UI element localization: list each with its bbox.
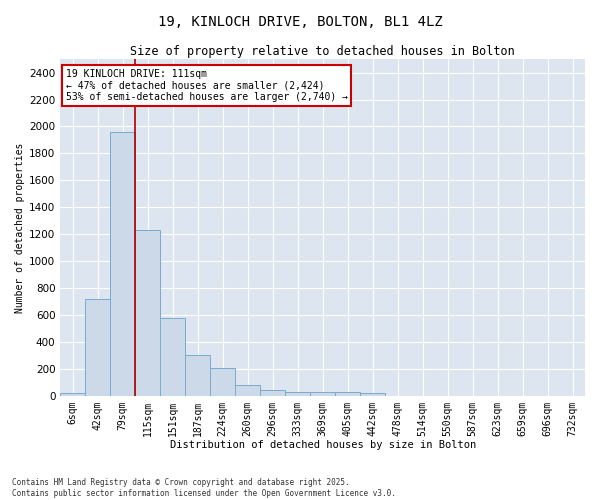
- Bar: [135, 230, 160, 396]
- Text: 19, KINLOCH DRIVE, BOLTON, BL1 4LZ: 19, KINLOCH DRIVE, BOLTON, BL1 4LZ: [158, 15, 442, 29]
- Bar: [335, 392, 360, 396]
- Text: 19 KINLOCH DRIVE: 111sqm
← 47% of detached houses are smaller (2,424)
53% of sem: 19 KINLOCH DRIVE: 111sqm ← 47% of detach…: [65, 70, 347, 102]
- Bar: [235, 385, 260, 396]
- Bar: [85, 299, 110, 396]
- Bar: [310, 392, 335, 396]
- Bar: [285, 392, 310, 396]
- X-axis label: Distribution of detached houses by size in Bolton: Distribution of detached houses by size …: [170, 440, 476, 450]
- Text: Contains HM Land Registry data © Crown copyright and database right 2025.
Contai: Contains HM Land Registry data © Crown c…: [12, 478, 396, 498]
- Bar: [110, 132, 135, 396]
- Bar: [210, 368, 235, 396]
- Title: Size of property relative to detached houses in Bolton: Size of property relative to detached ho…: [130, 45, 515, 58]
- Bar: [160, 318, 185, 396]
- Bar: [60, 393, 85, 396]
- Y-axis label: Number of detached properties: Number of detached properties: [15, 142, 25, 312]
- Bar: [360, 393, 385, 396]
- Bar: [260, 390, 285, 396]
- Bar: [185, 354, 210, 396]
